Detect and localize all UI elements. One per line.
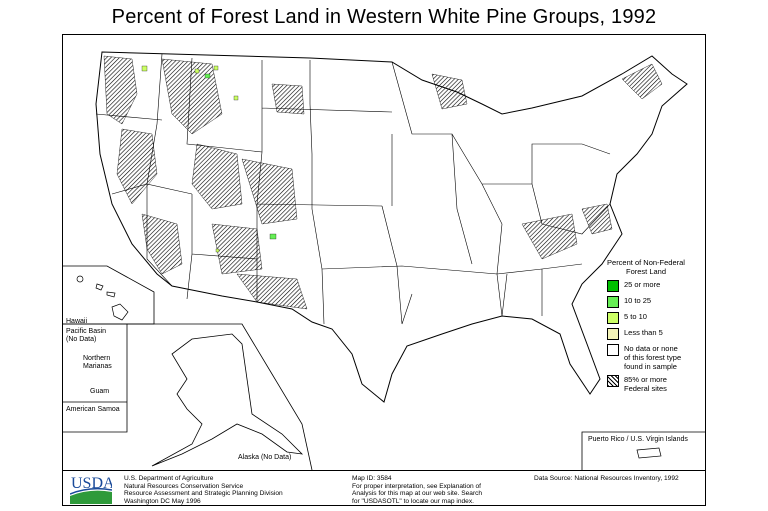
conterminous-us-outline	[95, 51, 688, 403]
alaska-outline	[151, 333, 304, 467]
puerto-rico-outline	[636, 447, 662, 459]
alaska-label: Alaska (No Data)	[238, 454, 292, 461]
swatch-5-to-10	[607, 312, 619, 324]
map-title: Percent of Forest Land in Western White …	[111, 6, 657, 28]
legend-heading: Percent of Non-Federal Forest Land	[607, 258, 685, 276]
swatch-federal-hatch	[607, 375, 619, 387]
percent-spots	[141, 65, 277, 253]
map-info: Map ID: 3584 For proper interpretation, …	[352, 475, 483, 505]
legend-item: 5 to 10	[607, 312, 691, 324]
usda-logo: USDA	[70, 475, 112, 504]
puerto-rico-inset-border	[581, 431, 706, 470]
legend-item: 10 to 25	[607, 296, 691, 308]
legend-item: 25 or more	[607, 280, 691, 292]
puerto-rico-label: Puerto Rico / U.S. Virgin Islands	[588, 436, 688, 443]
legend-item: Less than 5	[607, 328, 691, 340]
guam-label: Guam	[90, 388, 110, 395]
hawaii-label: Hawaii	[66, 318, 88, 325]
alaska-inset-border	[127, 323, 313, 470]
swatch-25-or-more	[607, 280, 619, 292]
pacific-basin-label: Pacific Basin (No Data)	[66, 328, 107, 343]
legend-item: 85% or more Federal sites	[607, 375, 691, 393]
swatch-10-to-25	[607, 296, 619, 308]
us-map	[62, 51, 706, 470]
agency-info: U.S. Department of Agriculture Natural R…	[124, 475, 283, 505]
legend-item: No data or none of this forest type foun…	[607, 344, 691, 371]
svg-text:USDA: USDA	[71, 475, 112, 492]
data-source: Data Source: National Resources Inventor…	[534, 475, 679, 482]
hawaii-islands	[76, 275, 129, 321]
swatch-no-data	[607, 344, 619, 356]
pacific-basin-inset-border	[62, 323, 128, 433]
footer: USDA U.S. Department of Agriculture Natu…	[62, 470, 706, 507]
american-samoa-label: American Samoa	[66, 406, 120, 413]
northern-marianas-label: Northern Marianas	[83, 355, 112, 370]
legend: Percent of Non-Federal Forest Land 25 or…	[607, 258, 691, 397]
map-frame	[62, 34, 706, 506]
swatch-less-than-5	[607, 328, 619, 340]
